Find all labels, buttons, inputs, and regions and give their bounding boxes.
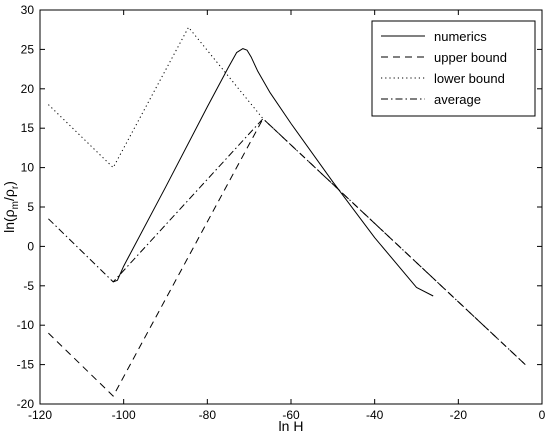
x-tick-label: -20 — [450, 408, 468, 422]
y-axis-label-mid: /ρ — [1, 189, 17, 201]
y-tick-label: 10 — [21, 161, 35, 175]
legend: numerics upper bound lower bound average — [371, 20, 536, 117]
y-tick-label: 20 — [21, 82, 35, 96]
y-tick-label: -15 — [17, 358, 35, 372]
legend-label: average — [434, 92, 481, 107]
y-tick-label: -10 — [17, 318, 35, 332]
series-line-numerics — [113, 48, 434, 297]
y-tick-label: -5 — [23, 279, 34, 293]
legend-label: lower bound — [434, 71, 505, 86]
x-tick-label: -100 — [112, 408, 136, 422]
legend-box — [371, 20, 536, 117]
y-tick-label: 25 — [21, 42, 35, 56]
y-tick-label: 15 — [21, 121, 35, 135]
series-lines — [48, 26, 526, 397]
x-tick-label: -80 — [199, 408, 217, 422]
y-tick-label: 5 — [27, 200, 34, 214]
y-axis-label-sub-m: m — [10, 201, 21, 209]
y-axis-label-sub-r: r — [10, 185, 21, 189]
legend-label: upper bound — [434, 50, 507, 65]
y-axis-label-end: ) — [1, 181, 17, 186]
y-tick-label: 30 — [21, 3, 35, 17]
legend-label: numerics — [434, 29, 487, 44]
y-tick-label: 0 — [27, 239, 34, 253]
x-tick-label: 0 — [539, 408, 546, 422]
y-axis-label: ln(ρm/ρr) — [1, 181, 21, 233]
tick-labels: -120 -100 -80 -60 -40 -20 0 -20 -15 -10 -5 0 5 10 15 20… — [17, 3, 546, 422]
series-line-average — [48, 118, 526, 365]
y-tick-label: -20 — [17, 397, 35, 411]
x-axis-label: ln H — [279, 418, 304, 434]
x-tick-label: -120 — [28, 408, 52, 422]
axis-ticks — [39, 9, 543, 405]
y-axis-label-main: ln(ρ — [1, 209, 17, 233]
x-tick-label: -60 — [282, 408, 300, 422]
x-tick-label: -40 — [366, 408, 384, 422]
